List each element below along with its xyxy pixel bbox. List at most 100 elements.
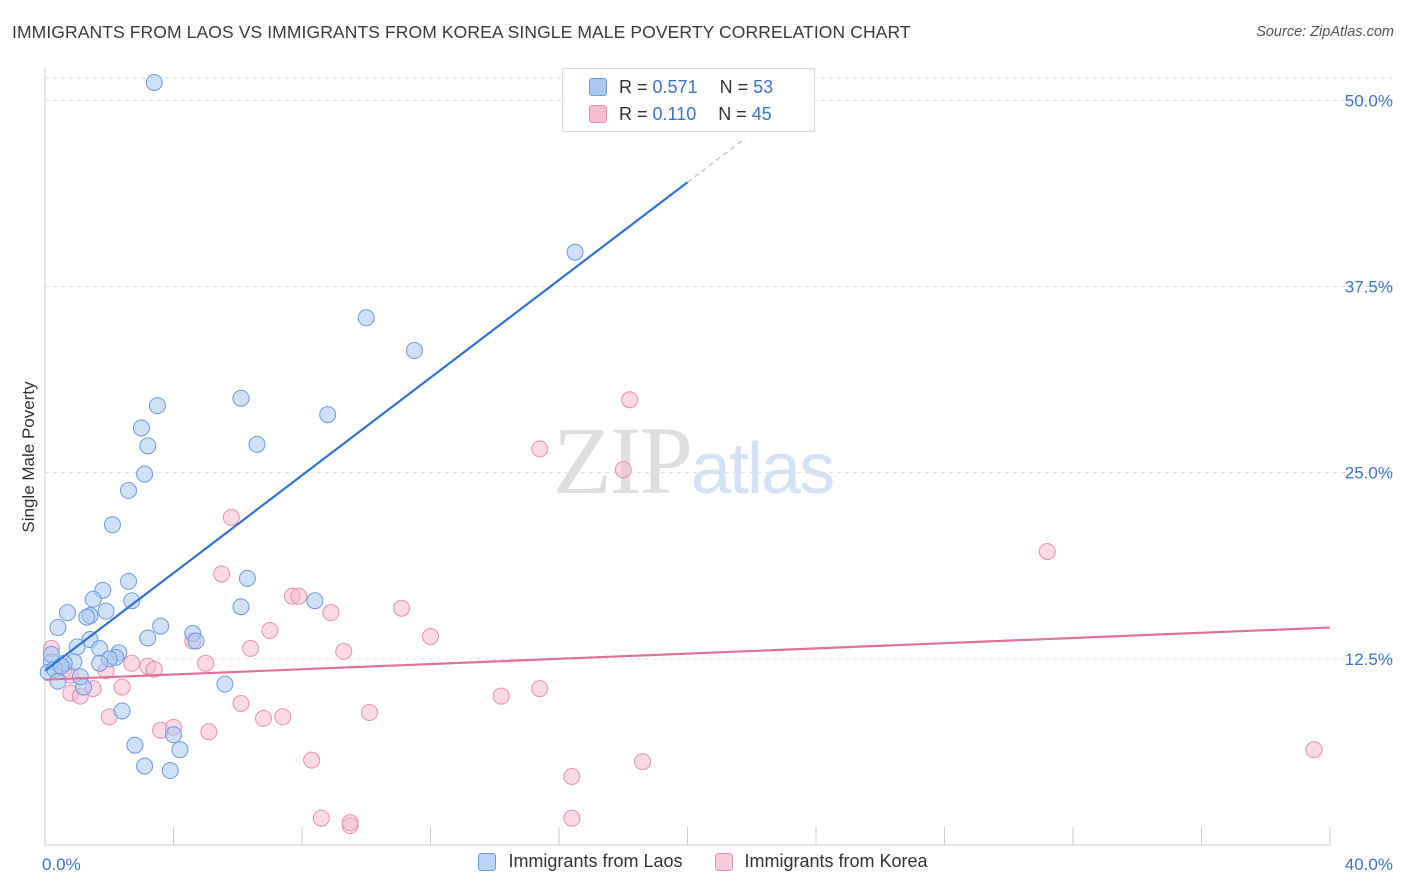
laos-point: [58, 604, 76, 622]
korea-point: [254, 709, 272, 727]
laos-point: [132, 419, 150, 437]
korea-point: [113, 678, 131, 696]
laos-point: [136, 465, 154, 483]
laos-point: [42, 645, 60, 663]
chart-title: IMMIGRANTS FROM LAOS VS IMMIGRANTS FROM …: [12, 22, 911, 42]
laos-trend-extension: [687, 137, 746, 183]
laos-point: [123, 592, 141, 610]
korea-point: [492, 687, 510, 705]
korea-point: [145, 660, 163, 678]
korea-point: [312, 809, 330, 827]
y-tick-label: 50.0%: [1345, 91, 1393, 110]
source-label: Source: ZipAtlas.com: [1256, 24, 1394, 40]
laos-point: [232, 389, 250, 407]
legend-item-laos[interactable]: Immigrants from Laos: [478, 851, 683, 872]
korea-point: [274, 708, 292, 726]
y-tick-label: 12.5%: [1345, 650, 1393, 669]
legend-laos-n-value: 53: [753, 76, 774, 97]
tick-labels: 12.5% 25.0% 37.5% 50.0% 0.0% 40.0%: [42, 91, 1393, 874]
series-legend: Immigrants from Laos Immigrants from Kor…: [0, 851, 1406, 872]
laos-point: [319, 406, 337, 424]
legend-laos-n-label: N =: [719, 76, 749, 97]
y-tick-label: 37.5%: [1345, 278, 1393, 297]
korea-point: [360, 703, 378, 721]
korea-point: [1038, 543, 1056, 561]
laos-point: [91, 654, 109, 672]
korea-point: [322, 604, 340, 622]
laos-legend-swatch: [478, 852, 497, 871]
laos-point: [139, 629, 157, 647]
legend-laos-r-value: 0.571: [652, 76, 698, 97]
watermark-atlas: atlas: [691, 429, 835, 509]
korea-swatch: [589, 105, 607, 123]
x-tick-label: 40.0%: [1345, 855, 1393, 874]
laos-point: [357, 309, 375, 327]
laos-point: [97, 602, 115, 620]
korea-point: [563, 809, 581, 827]
korea-point: [531, 440, 549, 458]
laos-swatch: [589, 78, 607, 96]
laos-point: [84, 590, 102, 608]
laos-point: [232, 598, 250, 616]
y-axis-label: Single Male Poverty: [19, 381, 38, 533]
legend-row-korea: R = 0.110 N = 45: [589, 101, 772, 127]
laos-point: [126, 736, 144, 754]
korea-trend-line: [44, 626, 1331, 681]
watermark-zip: ZIP: [553, 407, 693, 514]
laos-point: [152, 617, 170, 635]
laos-point: [120, 572, 138, 590]
legend-item-korea[interactable]: Immigrants from Korea: [714, 851, 928, 872]
watermark: ZIPatlas: [553, 405, 835, 516]
legend-korea-n-value: 45: [751, 103, 772, 124]
korea-points: [42, 391, 1323, 835]
laos-point: [136, 757, 154, 775]
laos-point: [52, 657, 70, 675]
laos-point: [216, 675, 234, 693]
laos-point: [405, 342, 423, 360]
legend-korea-r-label: R =: [619, 103, 648, 124]
korea-point: [634, 753, 652, 771]
korea-point: [200, 723, 218, 741]
legend-korea-label: Immigrants from Korea: [744, 851, 928, 871]
korea-point: [1305, 741, 1323, 759]
korea-point: [222, 508, 240, 526]
legend-korea-n-label: N =: [718, 103, 747, 124]
legend-row-laos: R = 0.571 N = 53: [589, 74, 773, 100]
laos-point: [145, 73, 163, 91]
laos-point: [187, 632, 205, 650]
korea-point: [197, 654, 215, 672]
korea-point: [614, 461, 632, 479]
x-tick-label: 0.0%: [42, 855, 81, 874]
legend-laos-label: Immigrants from Laos: [508, 851, 683, 871]
laos-point: [103, 516, 121, 534]
korea-legend-swatch: [714, 852, 733, 871]
laos-point: [306, 592, 324, 610]
korea-point: [290, 587, 308, 605]
laos-point: [113, 702, 131, 720]
laos-trend-line: [44, 181, 689, 672]
korea-point: [335, 642, 353, 660]
korea-point: [242, 639, 260, 657]
korea-point: [123, 654, 141, 672]
laos-point: [139, 437, 157, 455]
laos-point: [71, 668, 89, 686]
laos-point: [49, 619, 67, 637]
laos-point: [120, 482, 138, 500]
laos-point: [165, 726, 182, 744]
korea-point: [621, 391, 639, 409]
laos-point: [171, 741, 189, 759]
laos-point: [566, 243, 584, 261]
laos-point: [78, 608, 96, 626]
laos-point: [248, 435, 266, 453]
korea-point: [422, 627, 439, 645]
korea-point: [393, 599, 411, 617]
trend-lines: [44, 137, 1331, 681]
laos-point: [161, 762, 179, 780]
korea-point: [213, 565, 231, 583]
korea-point: [563, 767, 581, 785]
korea-point: [341, 814, 359, 832]
legend-korea-r-value: 0.110: [652, 103, 697, 124]
korea-point: [531, 680, 549, 698]
korea-point: [303, 751, 321, 769]
